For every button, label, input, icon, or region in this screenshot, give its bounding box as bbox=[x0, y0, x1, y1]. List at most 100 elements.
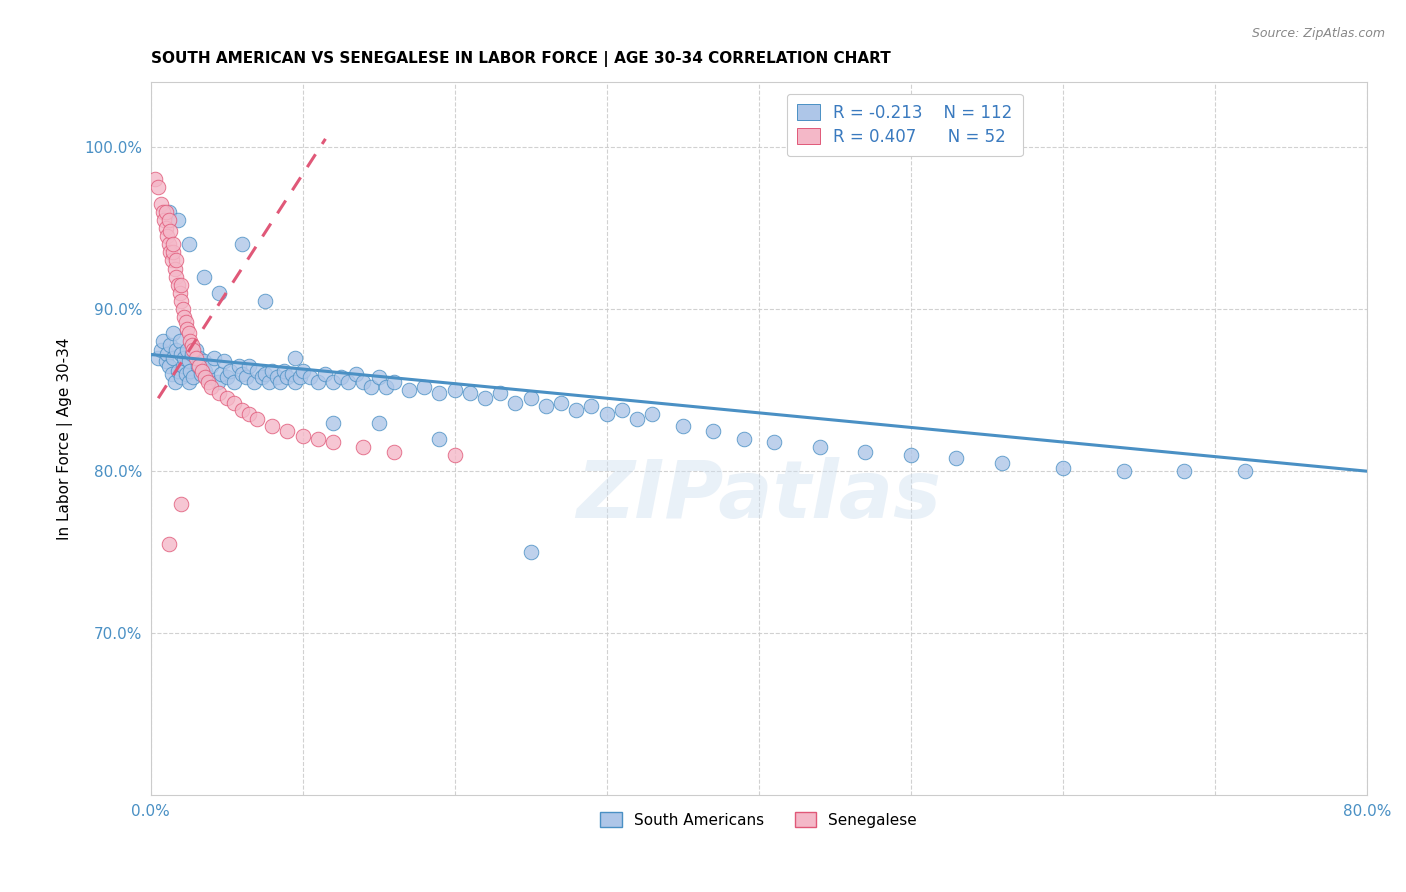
Point bbox=[224, 396, 246, 410]
Point bbox=[291, 364, 314, 378]
Point bbox=[193, 354, 215, 368]
Point bbox=[307, 375, 329, 389]
Point bbox=[172, 301, 194, 316]
Point bbox=[375, 380, 398, 394]
Point bbox=[174, 367, 197, 381]
Point bbox=[176, 321, 198, 335]
Point bbox=[170, 347, 193, 361]
Point bbox=[505, 396, 527, 410]
Point bbox=[344, 367, 367, 381]
Point bbox=[177, 326, 200, 341]
Point bbox=[596, 408, 619, 422]
Point bbox=[177, 354, 200, 368]
Point bbox=[231, 367, 253, 381]
Point bbox=[207, 375, 229, 389]
Legend: South Americans, Senegalese: South Americans, Senegalese bbox=[595, 806, 924, 834]
Point bbox=[702, 424, 724, 438]
Point bbox=[215, 370, 238, 384]
Point bbox=[291, 428, 314, 442]
Point bbox=[246, 364, 269, 378]
Point bbox=[166, 269, 188, 284]
Point bbox=[155, 204, 177, 219]
Point bbox=[170, 370, 193, 384]
Point bbox=[167, 277, 190, 292]
Point bbox=[246, 412, 269, 426]
Point bbox=[160, 253, 183, 268]
Point bbox=[190, 367, 212, 381]
Point bbox=[398, 383, 420, 397]
Point bbox=[166, 253, 188, 268]
Point bbox=[169, 334, 191, 349]
Text: SOUTH AMERICAN VS SENEGALESE IN LABOR FORCE | AGE 30-34 CORRELATION CHART: SOUTH AMERICAN VS SENEGALESE IN LABOR FO… bbox=[150, 51, 890, 67]
Point bbox=[276, 424, 298, 438]
Point bbox=[215, 391, 238, 405]
Point bbox=[143, 172, 166, 186]
Point bbox=[238, 359, 260, 373]
Point bbox=[159, 224, 181, 238]
Point bbox=[322, 416, 344, 430]
Point bbox=[167, 364, 190, 378]
Point bbox=[1052, 461, 1074, 475]
Point bbox=[322, 435, 344, 450]
Point bbox=[208, 386, 231, 401]
Point bbox=[169, 285, 191, 300]
Point bbox=[550, 396, 572, 410]
Point bbox=[762, 435, 785, 450]
Point bbox=[163, 375, 186, 389]
Point bbox=[329, 370, 352, 384]
Point bbox=[157, 204, 180, 219]
Point bbox=[228, 359, 250, 373]
Point bbox=[266, 370, 288, 384]
Point bbox=[148, 351, 170, 365]
Point bbox=[443, 383, 465, 397]
Point bbox=[153, 213, 176, 227]
Point bbox=[187, 359, 209, 373]
Point bbox=[197, 370, 219, 384]
Point bbox=[262, 418, 284, 433]
Point bbox=[945, 451, 967, 466]
Point bbox=[160, 367, 183, 381]
Point bbox=[170, 497, 193, 511]
Point bbox=[173, 351, 195, 365]
Point bbox=[443, 448, 465, 462]
Point bbox=[152, 204, 174, 219]
Point bbox=[155, 221, 177, 235]
Point bbox=[208, 285, 231, 300]
Point bbox=[733, 432, 755, 446]
Point bbox=[159, 245, 181, 260]
Point bbox=[180, 347, 202, 361]
Point bbox=[194, 364, 217, 378]
Point bbox=[1234, 464, 1257, 478]
Point bbox=[156, 347, 179, 361]
Point bbox=[180, 337, 202, 351]
Point bbox=[565, 402, 588, 417]
Point bbox=[170, 277, 193, 292]
Point bbox=[224, 375, 246, 389]
Point bbox=[382, 444, 405, 458]
Point bbox=[162, 245, 184, 260]
Y-axis label: In Labor Force | Age 30-34: In Labor Force | Age 30-34 bbox=[58, 337, 73, 540]
Point bbox=[162, 237, 184, 252]
Point bbox=[353, 375, 375, 389]
Point bbox=[641, 408, 664, 422]
Point bbox=[181, 370, 204, 384]
Point bbox=[322, 375, 344, 389]
Point bbox=[489, 386, 512, 401]
Point bbox=[337, 375, 360, 389]
Point bbox=[157, 213, 180, 227]
Point bbox=[218, 364, 240, 378]
Point bbox=[188, 359, 211, 373]
Point bbox=[150, 196, 173, 211]
Point bbox=[176, 343, 198, 357]
Point bbox=[191, 364, 214, 378]
Point bbox=[209, 367, 232, 381]
Point bbox=[174, 315, 197, 329]
Point bbox=[157, 537, 180, 551]
Point bbox=[429, 386, 451, 401]
Point bbox=[360, 380, 382, 394]
Point bbox=[519, 545, 541, 559]
Point bbox=[162, 351, 184, 365]
Point bbox=[235, 370, 257, 384]
Point bbox=[284, 375, 307, 389]
Point bbox=[150, 343, 173, 357]
